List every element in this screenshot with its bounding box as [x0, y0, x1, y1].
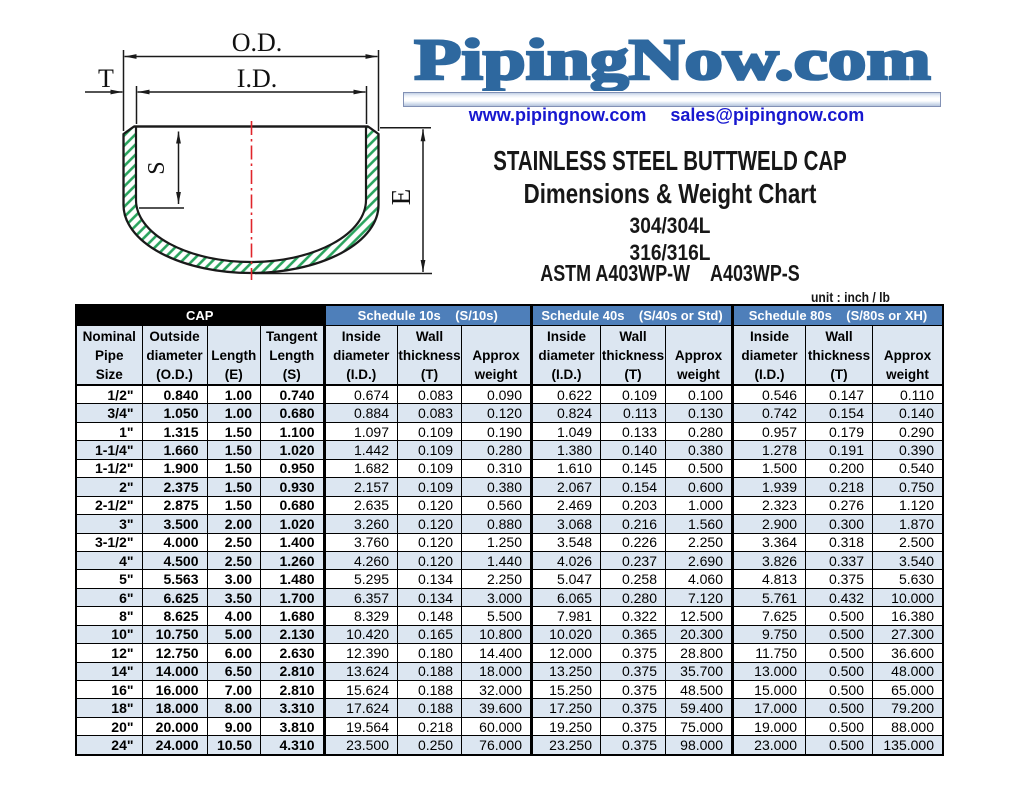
svg-text:T: T	[98, 64, 114, 93]
svg-text:O.D.: O.D.	[232, 28, 283, 57]
svg-text:I.D.: I.D.	[237, 64, 277, 93]
svg-text:E: E	[386, 189, 416, 206]
svg-text:S: S	[144, 161, 170, 174]
